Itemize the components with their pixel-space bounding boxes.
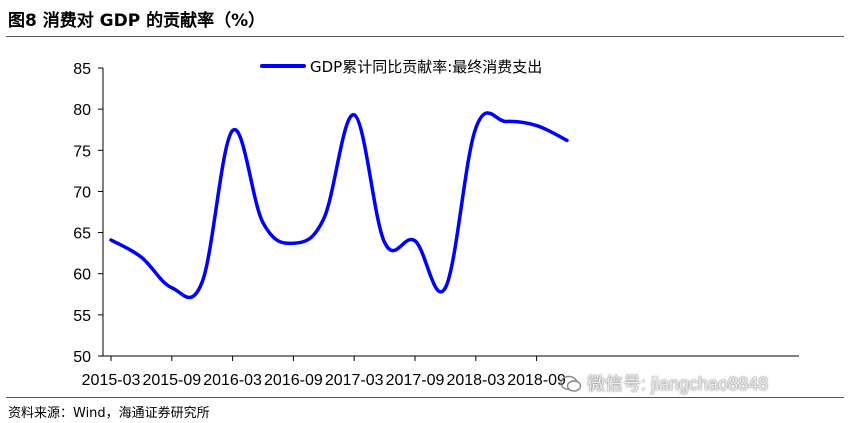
bottom-divider [6, 397, 844, 398]
y-tick-label: 50 [73, 349, 91, 366]
watermark-text: 微信号: jiangchao8848 [587, 374, 769, 394]
wechat-icon [560, 375, 582, 393]
watermark: 微信号: jiangchao8848 [560, 370, 768, 396]
legend-label: GDP累计同比贡献率:最终消费支出 [310, 58, 542, 76]
x-tick-label: 2017-09 [386, 372, 445, 389]
y-tick-label: 70 [73, 184, 91, 201]
series-layer [109, 111, 569, 300]
y-tick-label: 75 [73, 143, 91, 160]
top-divider [6, 36, 844, 37]
x-tick-label: 2017-03 [325, 372, 384, 389]
x-tick-label: 2016-03 [203, 372, 262, 389]
x-tick-label: 2018-09 [507, 372, 566, 389]
series-line [109, 111, 569, 300]
source-note: 资料来源：Wind，海通证券研究所 [8, 406, 210, 421]
y-tick-label: 80 [73, 102, 91, 119]
chart-legend: GDP累计同比贡献率:最终消费支出 [260, 58, 542, 76]
y-tick-label: 55 [73, 308, 91, 325]
y-tick-label: 85 [73, 61, 91, 78]
y-tick-label: 60 [73, 267, 91, 284]
x-tick-label: 2016-09 [264, 372, 323, 389]
y-tick-label: 65 [73, 226, 91, 243]
x-tick-label: 2018-03 [446, 372, 505, 389]
figure-title: 图8 消费对 GDP 的贡献率（%） [8, 11, 266, 31]
x-tick-label: 2015-09 [142, 372, 201, 389]
x-tick-label: 2015-03 [82, 372, 141, 389]
